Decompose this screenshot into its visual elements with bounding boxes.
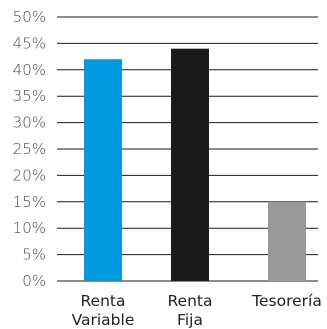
y-tick-label: 20% xyxy=(13,166,46,184)
category-label: Tesorería xyxy=(251,292,322,310)
bar xyxy=(84,59,122,281)
y-tick-label: 15% xyxy=(13,193,46,211)
bar xyxy=(171,48,209,282)
y-axis-ticks: 0% 5% 10% 15% 20% 25% 30% 35% 40% 45% 50% xyxy=(13,8,46,290)
bar-layer xyxy=(84,48,306,282)
category-label: Renta Variable xyxy=(72,292,135,329)
y-tick-label: 45% xyxy=(13,34,46,52)
y-tick-label: 35% xyxy=(13,87,46,105)
y-tick-label: 25% xyxy=(13,140,46,158)
y-tick-label: 40% xyxy=(13,61,46,79)
bar xyxy=(268,201,306,281)
y-tick-label: 50% xyxy=(13,8,46,26)
category-label: Renta Fija xyxy=(167,292,212,329)
y-tick-label: 30% xyxy=(13,114,46,132)
x-axis-labels: Renta Variable Renta Fija Tesorería xyxy=(72,292,322,329)
y-tick-label: 5% xyxy=(22,246,46,264)
y-tick-label: 0% xyxy=(22,272,46,290)
y-tick-label: 10% xyxy=(13,219,46,237)
